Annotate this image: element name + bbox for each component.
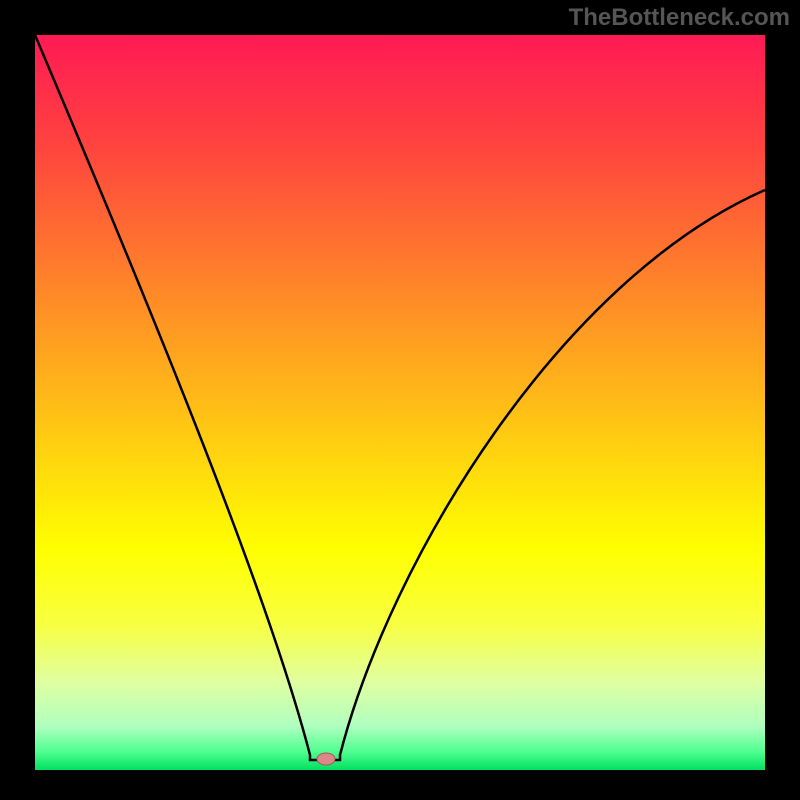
plot-background xyxy=(35,35,765,770)
bottleneck-chart xyxy=(0,0,800,800)
chart-container: TheBottleneck.com xyxy=(0,0,800,800)
watermark-text: TheBottleneck.com xyxy=(569,4,790,32)
optimum-marker xyxy=(317,753,335,765)
